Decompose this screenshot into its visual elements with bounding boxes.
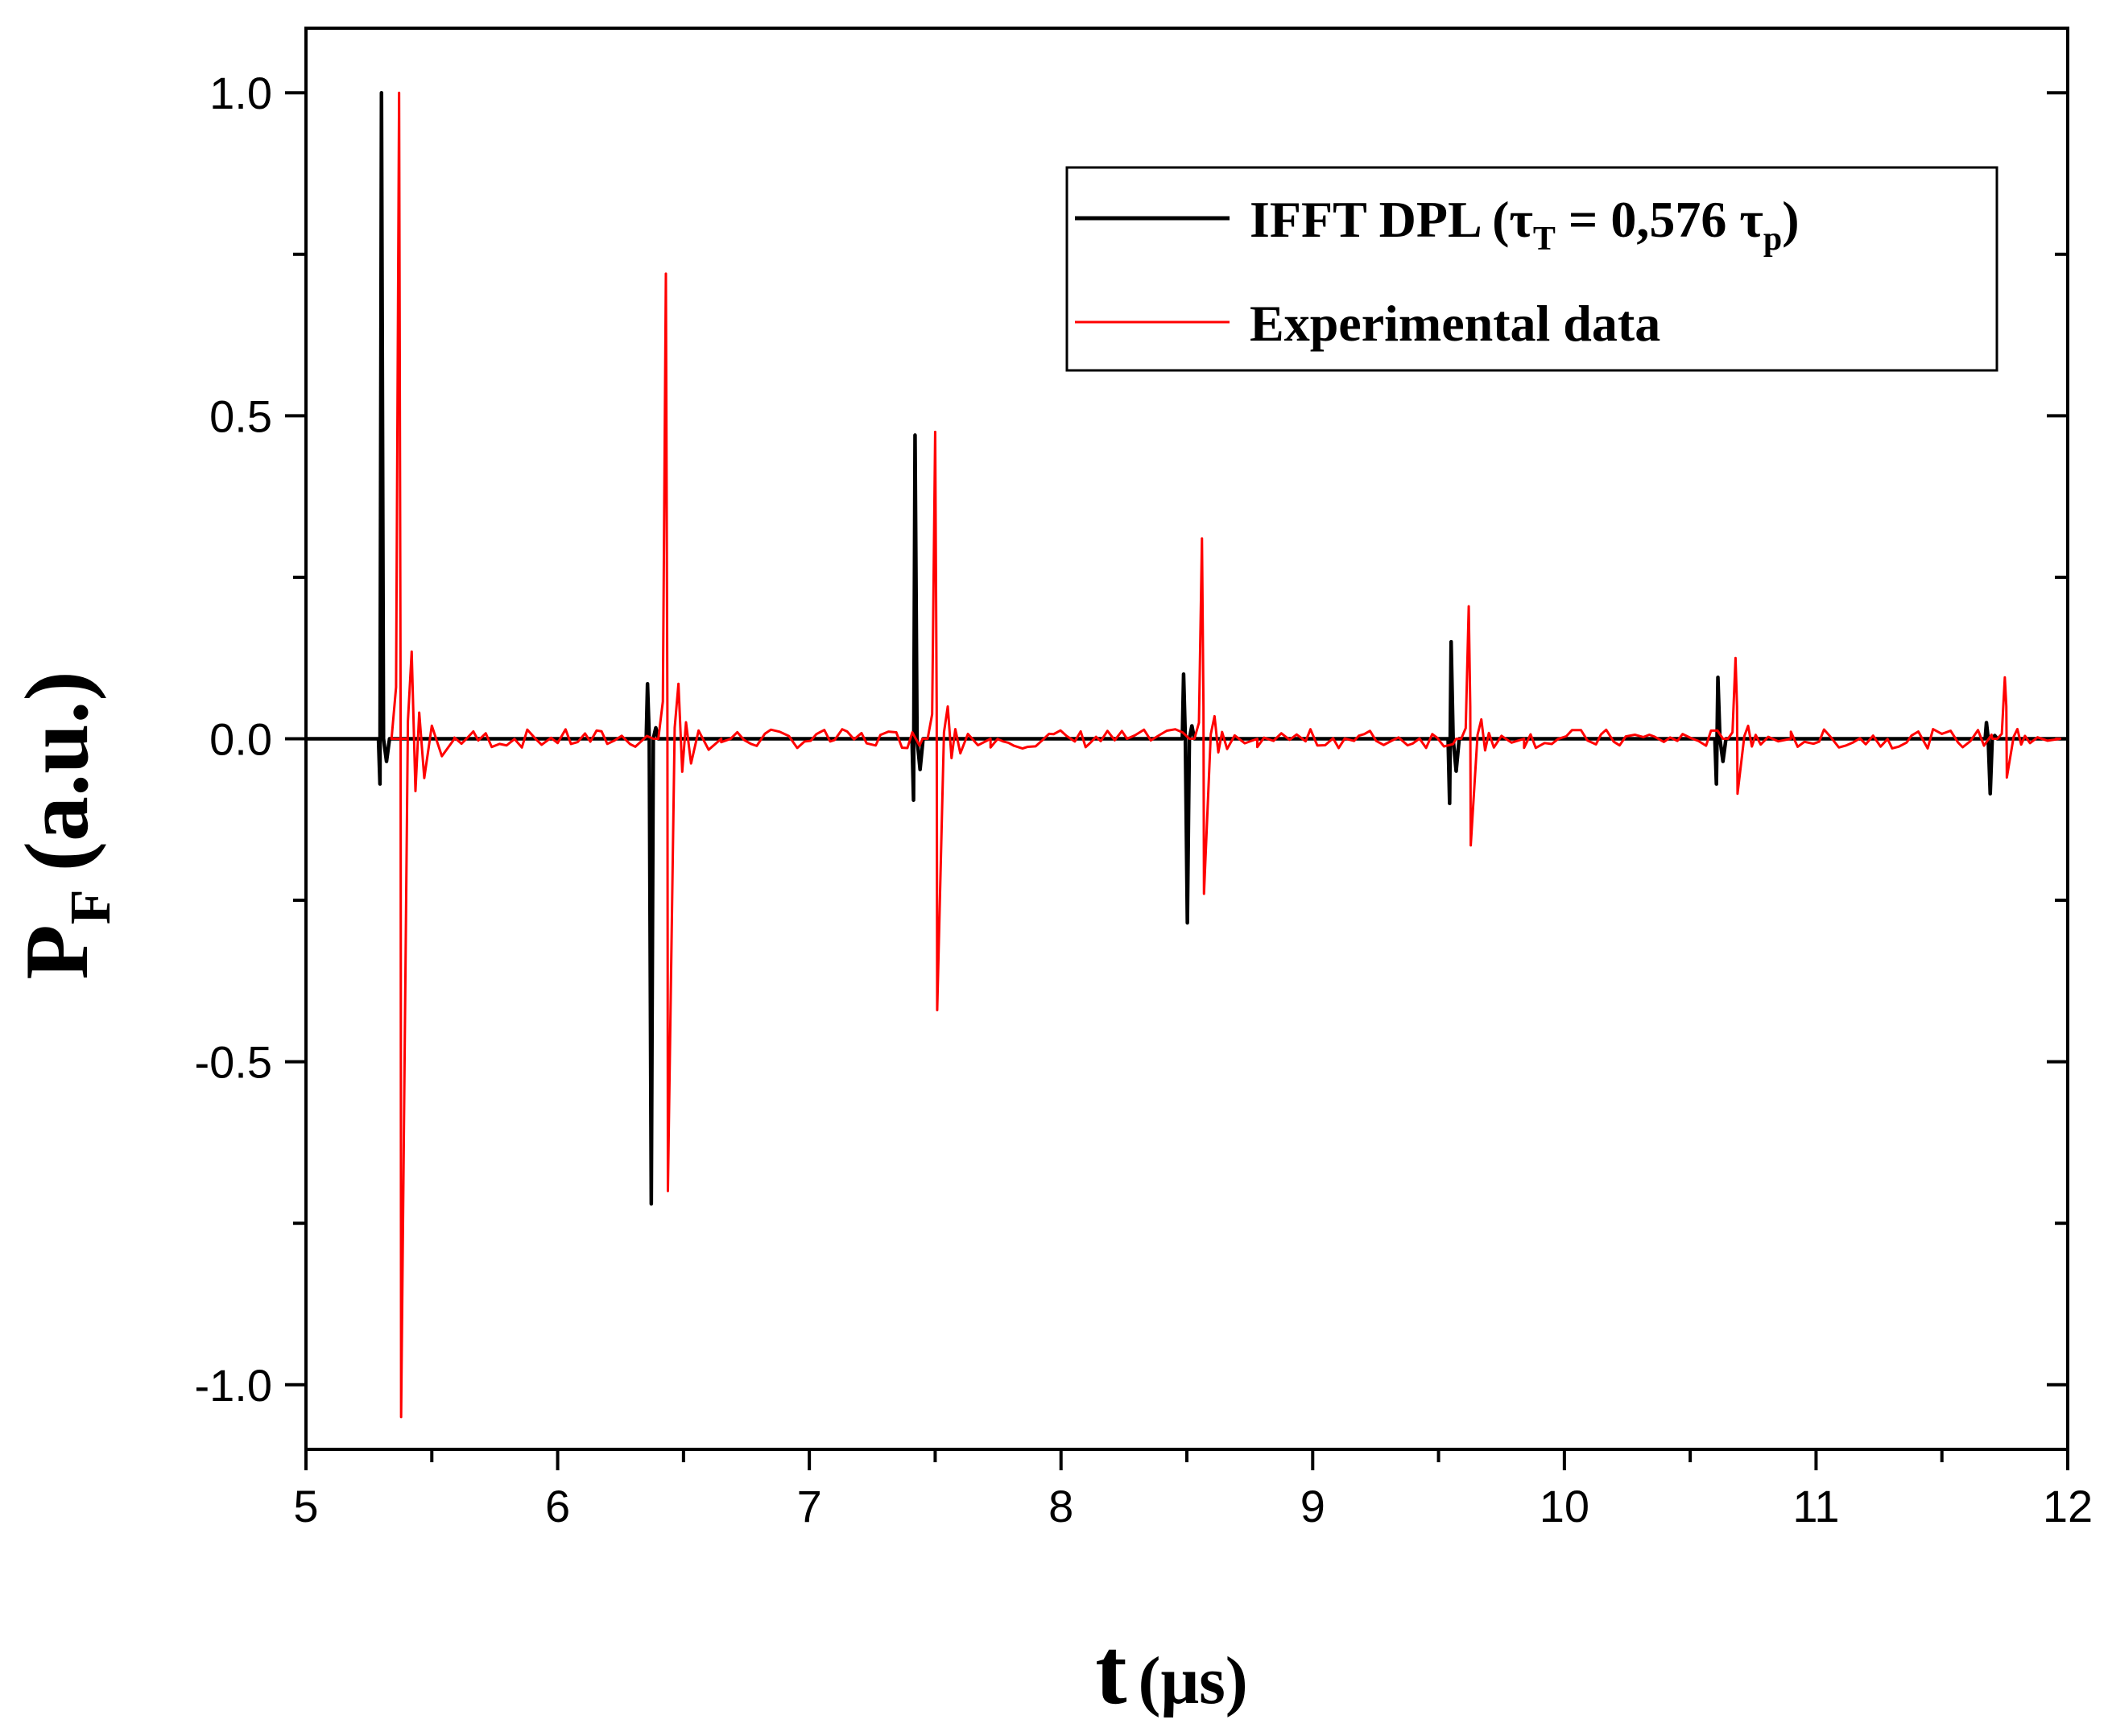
y-tick-label: -1.0 <box>195 1360 273 1411</box>
x-tick-label: 5 <box>293 1481 318 1531</box>
series-ifft-dpl-line <box>306 90 2068 1206</box>
x-tick-label: 11 <box>1792 1481 1839 1531</box>
axis-ticks <box>285 91 2069 1470</box>
legend-box <box>1065 166 1998 372</box>
x-tick-label: 7 <box>797 1481 822 1531</box>
legend: IFFT DPL (τT = 0,576 τp) Experimental da… <box>1065 166 1998 372</box>
x-tick-label: 6 <box>545 1481 570 1531</box>
y-tick-label: 1.0 <box>209 68 272 118</box>
x-tick-label: 12 <box>2043 1481 2093 1531</box>
legend-label-ifft: IFFT DPL (τT = 0,576 τp) <box>1250 191 1800 258</box>
legend-label-experimental: Experimental data <box>1250 295 1660 352</box>
y-tick-labels: 1.0 0.5 0.0 -0.5 -1.0 <box>195 68 273 1411</box>
y-axis-title: PF(a.u.) <box>7 671 122 979</box>
series-experimental-line <box>390 91 2062 1419</box>
x-tick-label: 9 <box>1300 1481 1325 1531</box>
x-tick-label: 8 <box>1048 1481 1073 1531</box>
y-tick-label: -0.5 <box>195 1037 273 1088</box>
y-tick-label: 0.5 <box>209 391 272 441</box>
plot-frame <box>304 27 2069 1451</box>
x-axis-title: t (μs) <box>1095 1618 1248 1724</box>
x-tick-labels: 5 6 7 8 9 10 11 12 <box>293 1481 2093 1531</box>
plot-area <box>306 90 2068 1419</box>
y-tick-label: 0.0 <box>209 714 272 765</box>
x-tick-label: 10 <box>1540 1481 1589 1531</box>
